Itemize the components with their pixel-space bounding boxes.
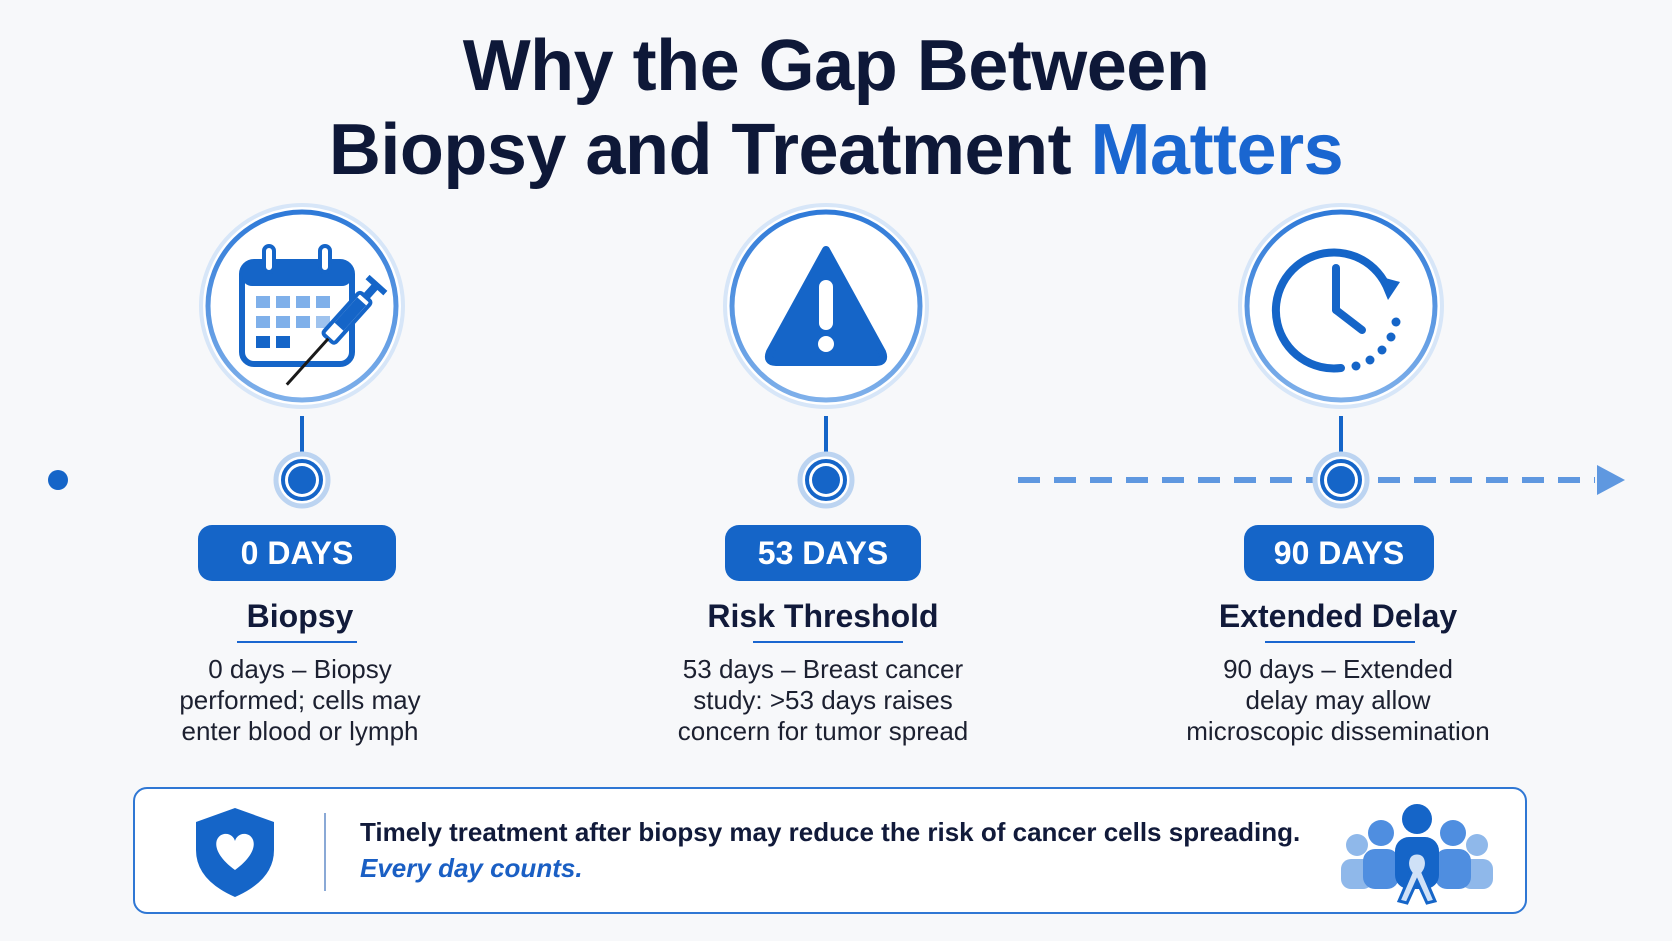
stage-2-desc-line: 53 days – Breast cancer — [682, 654, 964, 684]
stage-2-underline — [753, 641, 903, 643]
stage-1-desc-line: performed; cells may — [179, 685, 421, 715]
stage-1-badge: 0 DAYS — [198, 525, 396, 581]
stage-1-description: 0 days – Biopsy performed; cells may ent… — [120, 654, 480, 747]
stage-3-desc-line: delay may allow — [1245, 685, 1431, 715]
stage-1-underline — [237, 641, 357, 643]
stage-1-desc-line: 0 days – Biopsy — [208, 654, 392, 684]
clock-icon — [1271, 248, 1401, 373]
calendar-syringe-icon — [239, 244, 388, 386]
title-accent: Matters — [1090, 110, 1344, 190]
stage-3-description: 90 days – Extended delay may allow micro… — [1158, 654, 1518, 747]
stage-2-title: Risk Threshold — [707, 598, 939, 634]
page-title: Why the Gap Between Biopsy and Treatment… — [0, 24, 1672, 192]
stage-2-desc-line: concern for tumor spread — [677, 716, 969, 746]
timeline-arrow-head — [1597, 465, 1625, 495]
banner-tagline: Every day counts. — [360, 853, 583, 883]
shield-heart-icon — [196, 808, 274, 897]
stage-3-desc-line: microscopic dissemination — [1186, 716, 1490, 746]
title-line-2: Biopsy and Treatment Matters — [0, 108, 1672, 192]
warning-icon — [764, 246, 888, 366]
stage-3-marker — [1238, 203, 1444, 509]
timeline-graphic — [48, 203, 1625, 509]
stage-3-title: Extended Delay — [1218, 598, 1458, 634]
summary-banner: Timely treatment after biopsy may reduce… — [133, 787, 1527, 914]
title-line-2-main: Biopsy and Treatment — [328, 110, 1091, 190]
stage-1-title: Biopsy — [246, 598, 354, 634]
stage-3-underline — [1265, 641, 1415, 643]
stage-2-desc-line: study: >53 days raises — [693, 685, 953, 715]
title-line-1: Why the Gap Between — [462, 26, 1210, 106]
stage-3-badge: 90 DAYS — [1244, 525, 1434, 581]
timeline-start-dot — [48, 470, 68, 490]
stage-2-description: 53 days – Breast cancer study: >53 days … — [643, 654, 1003, 747]
banner-divider — [324, 813, 326, 891]
banner-message: Timely treatment after biopsy may reduce… — [360, 817, 1301, 847]
stage-1-desc-line: enter blood or lymph — [181, 716, 419, 746]
people-ribbon-icon — [1341, 804, 1493, 905]
stage-3-desc-line: 90 days – Extended — [1223, 654, 1453, 684]
stage-2-badge: 53 DAYS — [725, 525, 921, 581]
